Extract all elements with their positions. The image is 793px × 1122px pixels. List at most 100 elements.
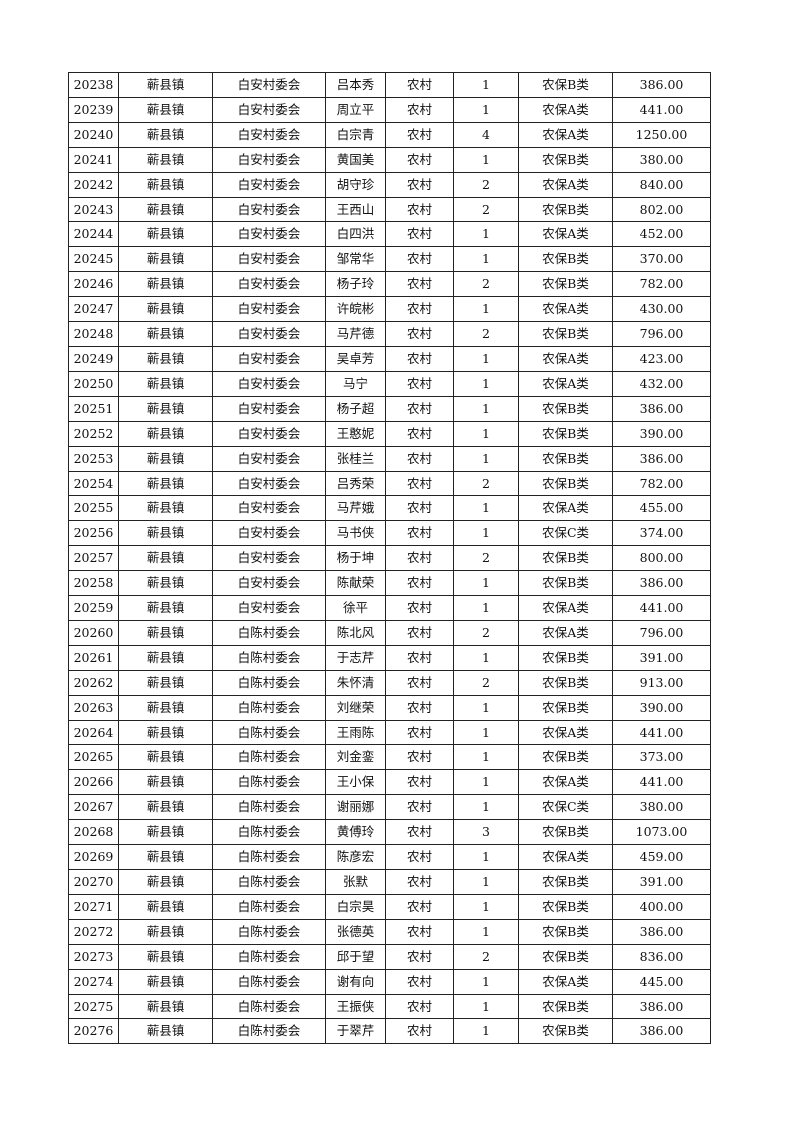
village-committee-cell: 白陈村委会 bbox=[212, 819, 326, 846]
table-row: 20239 蕲县镇 白安村委会 周立平 农村 1 农保A类 441.00 bbox=[68, 96, 711, 123]
area-type-cell: 农村 bbox=[385, 669, 454, 696]
amount-cell: 386.00 bbox=[612, 445, 711, 472]
area-type-cell: 农村 bbox=[385, 918, 454, 945]
household-count-cell: 1 bbox=[453, 146, 519, 173]
insurance-category-cell: 农保A类 bbox=[518, 619, 613, 646]
table-row: 20250 蕲县镇 白安村委会 马宁 农村 1 农保A类 432.00 bbox=[68, 370, 711, 397]
town-cell: 蕲县镇 bbox=[118, 819, 213, 846]
household-count-cell: 1 bbox=[453, 744, 519, 771]
table-row: 20269 蕲县镇 白陈村委会 陈彦宏 农村 1 农保A类 459.00 bbox=[68, 844, 711, 870]
table-row: 20243 蕲县镇 白安村委会 王西山 农村 2 农保B类 802.00 bbox=[68, 196, 711, 223]
village-committee-cell: 白安村委会 bbox=[212, 196, 326, 223]
person-name-cell: 王西山 bbox=[325, 196, 386, 223]
record-id-cell: 20260 bbox=[68, 619, 119, 646]
table-row: 20263 蕲县镇 白陈村委会 刘继荣 农村 1 农保B类 390.00 bbox=[68, 694, 711, 721]
table-row: 20256 蕲县镇 白安村委会 马书侠 农村 1 农保C类 374.00 bbox=[68, 520, 711, 547]
table-row: 20264 蕲县镇 白陈村委会 王雨陈 农村 1 农保A类 441.00 bbox=[68, 719, 711, 746]
table-row: 20255 蕲县镇 白安村委会 马芹娥 农村 1 农保A类 455.00 bbox=[68, 495, 711, 522]
village-committee-cell: 白安村委会 bbox=[212, 72, 326, 98]
record-id-cell: 20273 bbox=[68, 943, 119, 970]
village-committee-cell: 白陈村委会 bbox=[212, 918, 326, 945]
person-name-cell: 谢有向 bbox=[325, 968, 386, 995]
amount-cell: 386.00 bbox=[612, 395, 711, 422]
person-name-cell: 于志芹 bbox=[325, 644, 386, 671]
village-committee-cell: 白安村委会 bbox=[212, 420, 326, 447]
person-name-cell: 杨子超 bbox=[325, 395, 386, 422]
record-id-cell: 20252 bbox=[68, 420, 119, 447]
village-committee-cell: 白陈村委会 bbox=[212, 1018, 326, 1045]
village-committee-cell: 白安村委会 bbox=[212, 146, 326, 173]
household-count-cell: 2 bbox=[453, 171, 519, 198]
area-type-cell: 农村 bbox=[385, 445, 454, 472]
insurance-category-cell: 农保C类 bbox=[518, 794, 613, 821]
town-cell: 蕲县镇 bbox=[118, 296, 213, 323]
record-id-cell: 20268 bbox=[68, 819, 119, 846]
person-name-cell: 张德英 bbox=[325, 918, 386, 945]
area-type-cell: 农村 bbox=[385, 1018, 454, 1045]
person-name-cell: 邹常华 bbox=[325, 246, 386, 273]
person-name-cell: 邱于望 bbox=[325, 943, 386, 970]
amount-cell: 441.00 bbox=[612, 719, 711, 746]
insurance-category-cell: 农保B类 bbox=[518, 246, 613, 273]
village-committee-cell: 白安村委会 bbox=[212, 395, 326, 422]
record-id-cell: 20248 bbox=[68, 321, 119, 347]
insurance-category-cell: 农保B类 bbox=[518, 420, 613, 447]
table-row: 20240 蕲县镇 白安村委会 白宗青 农村 4 农保A类 1250.00 bbox=[68, 121, 711, 148]
village-committee-cell: 白安村委会 bbox=[212, 345, 326, 372]
town-cell: 蕲县镇 bbox=[118, 171, 213, 198]
village-committee-cell: 白安村委会 bbox=[212, 171, 326, 198]
table-row: 20272 蕲县镇 白陈村委会 张德英 农村 1 农保B类 386.00 bbox=[68, 918, 711, 945]
person-name-cell: 吴卓芳 bbox=[325, 345, 386, 372]
town-cell: 蕲县镇 bbox=[118, 345, 213, 372]
amount-cell: 782.00 bbox=[612, 271, 711, 298]
amount-cell: 370.00 bbox=[612, 246, 711, 273]
town-cell: 蕲县镇 bbox=[118, 470, 213, 497]
village-committee-cell: 白陈村委会 bbox=[212, 968, 326, 995]
town-cell: 蕲县镇 bbox=[118, 545, 213, 572]
record-id-cell: 20258 bbox=[68, 570, 119, 597]
town-cell: 蕲县镇 bbox=[118, 744, 213, 771]
insurance-category-cell: 农保A类 bbox=[518, 96, 613, 123]
area-type-cell: 农村 bbox=[385, 570, 454, 597]
insurance-category-cell: 农保B类 bbox=[518, 445, 613, 472]
household-count-cell: 3 bbox=[453, 819, 519, 846]
amount-cell: 390.00 bbox=[612, 420, 711, 447]
town-cell: 蕲县镇 bbox=[118, 271, 213, 298]
area-type-cell: 农村 bbox=[385, 769, 454, 796]
record-id-cell: 20266 bbox=[68, 769, 119, 796]
amount-cell: 782.00 bbox=[612, 470, 711, 497]
town-cell: 蕲县镇 bbox=[118, 619, 213, 646]
person-name-cell: 于翠芹 bbox=[325, 1018, 386, 1045]
area-type-cell: 农村 bbox=[385, 420, 454, 447]
amount-cell: 796.00 bbox=[612, 619, 711, 646]
person-name-cell: 陈彦宏 bbox=[325, 844, 386, 870]
village-committee-cell: 白陈村委会 bbox=[212, 719, 326, 746]
record-id-cell: 20244 bbox=[68, 221, 119, 248]
amount-cell: 441.00 bbox=[612, 595, 711, 621]
record-id-cell: 20271 bbox=[68, 893, 119, 920]
town-cell: 蕲县镇 bbox=[118, 644, 213, 671]
household-count-cell: 1 bbox=[453, 96, 519, 123]
insurance-category-cell: 农保B类 bbox=[518, 744, 613, 771]
town-cell: 蕲县镇 bbox=[118, 1018, 213, 1045]
insurance-category-cell: 农保A类 bbox=[518, 844, 613, 870]
table-row: 20259 蕲县镇 白安村委会 徐平 农村 1 农保A类 441.00 bbox=[68, 595, 711, 621]
record-id-cell: 20274 bbox=[68, 968, 119, 995]
household-count-cell: 1 bbox=[453, 246, 519, 273]
record-id-cell: 20242 bbox=[68, 171, 119, 198]
person-name-cell: 马芹娥 bbox=[325, 495, 386, 522]
area-type-cell: 农村 bbox=[385, 545, 454, 572]
person-name-cell: 王振侠 bbox=[325, 993, 386, 1020]
person-name-cell: 陈献荣 bbox=[325, 570, 386, 597]
table-row: 20254 蕲县镇 白安村委会 吕秀荣 农村 2 农保B类 782.00 bbox=[68, 470, 711, 497]
town-cell: 蕲县镇 bbox=[118, 869, 213, 895]
household-count-cell: 2 bbox=[453, 619, 519, 646]
village-committee-cell: 白陈村委会 bbox=[212, 893, 326, 920]
town-cell: 蕲县镇 bbox=[118, 669, 213, 696]
record-id-cell: 20247 bbox=[68, 296, 119, 323]
record-id-cell: 20249 bbox=[68, 345, 119, 372]
table-row: 20246 蕲县镇 白安村委会 杨子玲 农村 2 农保B类 782.00 bbox=[68, 271, 711, 298]
person-name-cell: 王憨妮 bbox=[325, 420, 386, 447]
amount-cell: 1250.00 bbox=[612, 121, 711, 148]
person-name-cell: 黄傅玲 bbox=[325, 819, 386, 846]
